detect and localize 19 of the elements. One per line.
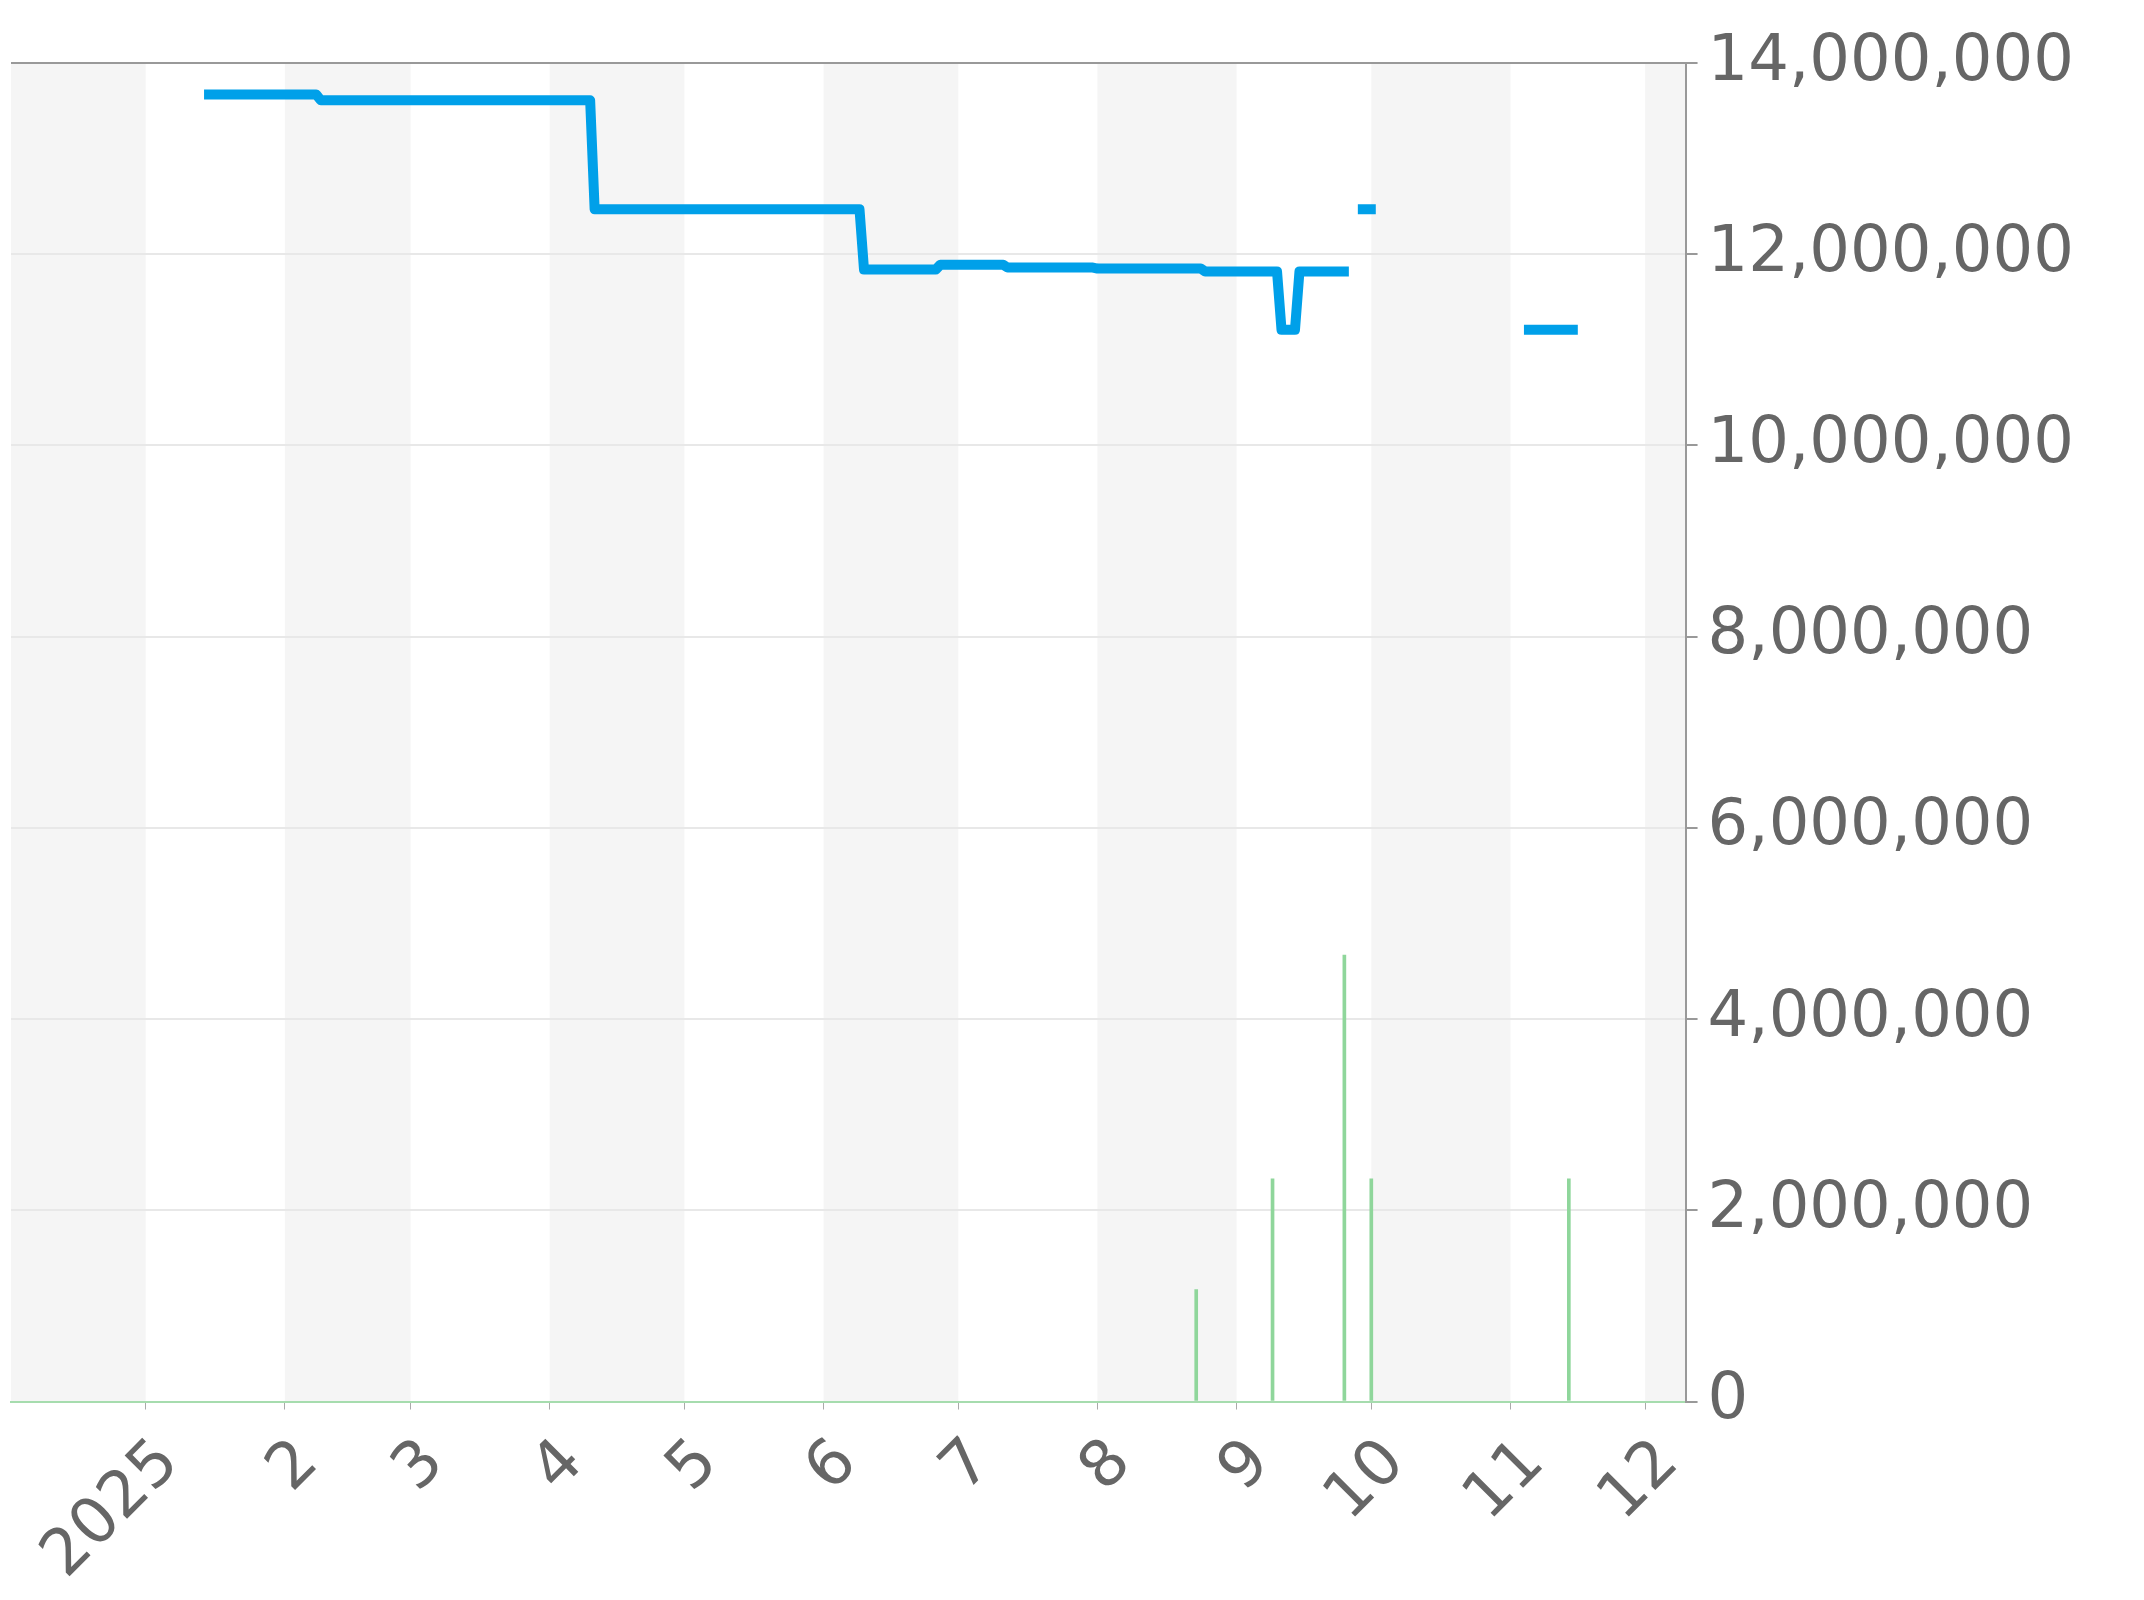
y-tick-label: 0 [1707, 1359, 1749, 1434]
x-tick-label: 8 [1062, 1422, 1144, 1504]
x-tick-label: 5 [649, 1422, 731, 1504]
x-tick-label: 7 [923, 1422, 1005, 1504]
y-tick-label: 6,000,000 [1707, 785, 2034, 860]
x-tick-label: 10 [1307, 1422, 1418, 1533]
y-tick-label: 4,000,000 [1707, 976, 2034, 1051]
x-tick-label: 3 [375, 1422, 457, 1504]
y-tick-label: 2,000,000 [1707, 1167, 2034, 1242]
x-tick-label: 11 [1446, 1422, 1557, 1533]
x-tick-label: 4 [514, 1422, 597, 1504]
x-tick-label: 12 [1581, 1422, 1692, 1533]
y-tick-label: 14,000,000 [1707, 20, 2074, 95]
y-tick-label: 10,000,000 [1707, 403, 2074, 478]
y-tick-label: 12,000,000 [1707, 211, 2074, 286]
x-tick-label: 6 [788, 1422, 870, 1504]
x-tick-label: 9 [1201, 1422, 1283, 1504]
x-tick-label: 2 [250, 1422, 332, 1504]
y-tick-label: 8,000,000 [1707, 594, 2034, 669]
